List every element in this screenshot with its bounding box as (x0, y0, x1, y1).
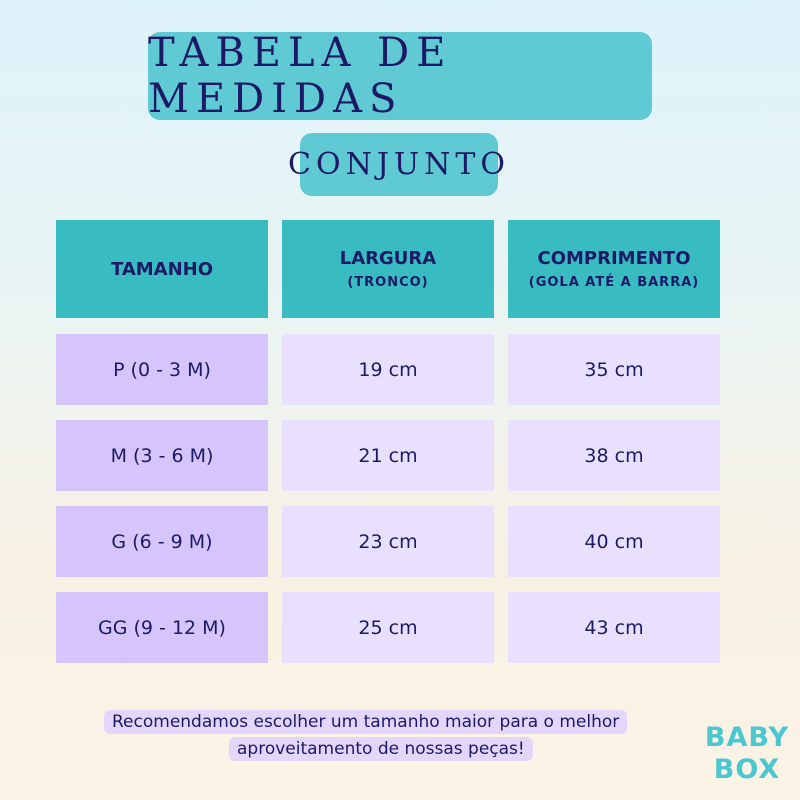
table-cell: 19 cm (282, 334, 494, 405)
header-label: LARGURA (339, 248, 437, 269)
table-cell: G (6 - 9 M) (56, 506, 268, 577)
header-cell: COMPRIMENTO (GOLA ATÉ A BARRA) (508, 220, 720, 318)
table-cell: P (0 - 3 M) (56, 334, 268, 405)
header-label: COMPRIMENTO (537, 248, 691, 269)
table-cell: 23 cm (282, 506, 494, 577)
table-cell: 38 cm (508, 420, 720, 491)
note-line: aproveitamento de nossas peças! (229, 737, 533, 761)
header-label: TAMANHO (110, 258, 214, 280)
title: Tabela de Medidas (148, 30, 652, 122)
note-line: Recomendamos escolher um tamanho maior p… (104, 710, 628, 734)
subtitle: Conjunto (288, 133, 505, 196)
table-cell: 25 cm (282, 592, 494, 663)
table-cell: 43 cm (508, 592, 720, 663)
table-cell: 21 cm (282, 420, 494, 491)
header-sub: (TRONCO) (347, 275, 429, 290)
header-cell: TAMANHO (56, 220, 268, 318)
logo: BOX (713, 754, 781, 785)
table-cell: 40 cm (508, 506, 720, 577)
header-sub: (GOLA ATÉ A BARRA) (528, 275, 700, 290)
table-cell: 35 cm (508, 334, 720, 405)
table-cell: GG (9 - 12 M) (56, 592, 268, 663)
table-cell: M (3 - 6 M) (56, 420, 268, 491)
header-cell: LARGURA (TRONCO) (282, 220, 494, 318)
logo: BABY (704, 722, 790, 753)
